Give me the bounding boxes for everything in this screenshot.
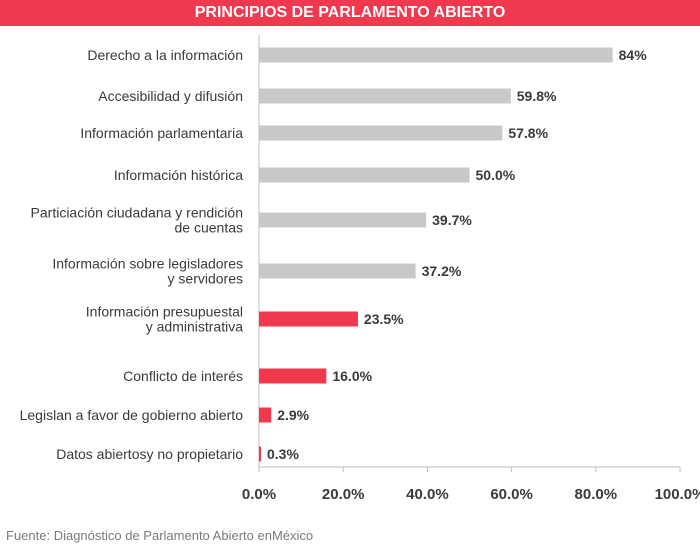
bar xyxy=(259,446,261,462)
category-label: Legislan a favor de gobierno abierto xyxy=(20,407,244,423)
category-label-line: Derecho a la información xyxy=(87,47,243,63)
category-label-line: Legislan a favor de gobierno abierto xyxy=(20,407,244,423)
category-label: Conflicto de interés xyxy=(123,368,243,384)
category-label: Datos abiertosy no propietario xyxy=(56,446,243,462)
category-label-line: Particiación ciudadana y rendición xyxy=(31,205,243,221)
data-label: 39.7% xyxy=(432,212,472,228)
data-label: 16.0% xyxy=(332,368,372,384)
data-label: 37.2% xyxy=(422,263,462,279)
bar xyxy=(259,263,416,279)
category-label-line: Información presupuestal xyxy=(86,304,243,320)
chart-title: PRINCIPIOS DE PARLAMENTO ABIERTO xyxy=(0,0,700,26)
category-label: Información presupuestal y administrativa xyxy=(86,304,243,335)
data-label: 57.8% xyxy=(508,125,548,141)
category-label-line: Información parlamentaria xyxy=(80,125,243,141)
data-label: 59.8% xyxy=(517,88,557,104)
x-tick-label: 60.0% xyxy=(490,486,533,503)
category-label-line: de cuentas xyxy=(175,220,244,236)
category-label-line: Información histórica xyxy=(114,167,243,183)
category-label-line: Información sobre legisladores xyxy=(52,256,243,272)
category-label-line: y administrativa xyxy=(146,319,243,335)
data-label: 84% xyxy=(619,47,648,63)
category-label: Accesibilidad y difusión xyxy=(98,88,243,104)
bar xyxy=(259,125,503,141)
bar xyxy=(259,167,470,183)
data-label: 23.5% xyxy=(364,311,404,327)
x-tick-label: 80.0% xyxy=(575,486,618,503)
data-label: 50.0% xyxy=(476,167,516,183)
x-tick-label: 0.0% xyxy=(242,486,276,503)
category-label: Información sobre legisladores y servidor… xyxy=(52,256,243,287)
x-tick-label: 20.0% xyxy=(322,486,365,503)
category-label: Información histórica xyxy=(114,167,243,183)
bar xyxy=(259,407,272,423)
category-label-line: Conflicto de interés xyxy=(123,368,243,384)
category-label: Información parlamentaria xyxy=(80,125,243,141)
x-tick-label: 40.0% xyxy=(406,486,449,503)
category-label-line: Accesibilidad y difusión xyxy=(98,88,243,104)
category-label: Particiación ciudadana y rendición de cue… xyxy=(31,205,243,236)
bar xyxy=(259,368,327,384)
bar xyxy=(259,47,613,63)
category-label: Derecho a la información xyxy=(87,47,243,63)
x-tick-label: 100.0% xyxy=(655,486,700,503)
data-label: 2.9% xyxy=(277,407,309,423)
data-label: 0.3% xyxy=(267,446,299,462)
source-note: Fuente: Diagnóstico de Parlamento Abiert… xyxy=(6,528,314,543)
bar xyxy=(259,212,427,228)
bar xyxy=(259,88,511,104)
category-label-line: y servidores xyxy=(168,271,243,287)
bar xyxy=(259,311,358,327)
category-label-line: Datos abiertosy no propietario xyxy=(56,446,243,462)
